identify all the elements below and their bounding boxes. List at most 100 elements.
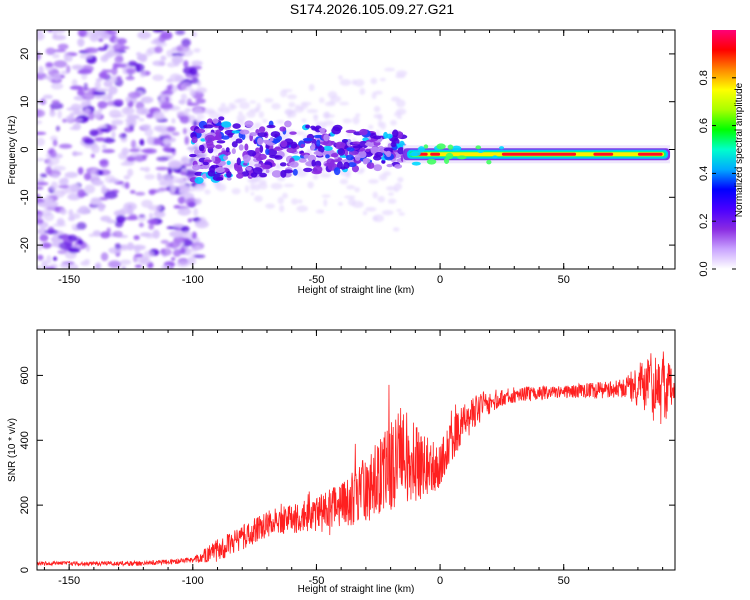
spectrogram-noise-blob	[181, 231, 193, 238]
snr-x-axis-title: Height of straight line (km)	[298, 584, 415, 595]
spectrogram-noise-blob	[107, 91, 113, 101]
spectrogram-scatter-blob	[205, 134, 216, 142]
spectrogram-noise-blob	[140, 96, 154, 104]
spectrogram-halo-blob	[258, 179, 267, 186]
spectrogram-scatter-blob	[201, 164, 210, 170]
spectrogram-noise-blob	[179, 115, 190, 124]
spectrogram-noise-blob	[90, 153, 95, 158]
carrier-bump	[426, 158, 437, 165]
spectrogram-noise-blob	[41, 260, 48, 269]
spectrogram-noise-blob	[126, 114, 140, 120]
spectrogram-halo-blob	[236, 98, 247, 102]
spectrogram-halo-blob	[390, 119, 397, 126]
spectrogram-halo-blob	[330, 95, 342, 103]
spectrogram-noise-blob	[155, 166, 169, 171]
spectrogram-halo-blob	[204, 189, 211, 195]
spectrogram-noise-blob	[37, 119, 43, 125]
spectrogram-halo-blob	[315, 209, 325, 214]
snr-y-tick-label: 400	[19, 431, 31, 449]
spectrogram-noise-blob	[37, 51, 41, 61]
spectrogram-noise-blob	[52, 139, 58, 147]
spectrogram-scatter-blob	[265, 169, 270, 173]
spectrogram-scatter-blob	[305, 124, 311, 129]
spectrogram-scatter-blob	[289, 161, 299, 168]
spectrogram-noise-blob	[195, 87, 208, 94]
spectrogram-noise-blob	[99, 32, 112, 40]
spectrogram-scatter-blob	[194, 176, 204, 184]
spectrogram-scatter-blob	[259, 172, 268, 178]
spectrogram-noise-blob	[172, 223, 184, 228]
spectrogram-scatter-blob	[226, 160, 231, 166]
spectrogram-noise-blob	[61, 233, 69, 242]
spectrogram-noise-blob	[191, 60, 203, 66]
spectrogram-noise-blob	[37, 186, 44, 190]
spectrogram-noise-blob	[76, 222, 87, 230]
snr-y-axis-title: SNR (10 * v/v)	[7, 418, 18, 482]
spectrogram-scatter-blob	[279, 162, 287, 167]
snr-x-tick-label: -150	[58, 575, 80, 587]
spectrogram-noise-blob	[107, 260, 122, 269]
spectrogram-noise-blob	[37, 202, 50, 208]
colorbar-title: Normalized spectral amplitude	[734, 82, 745, 217]
spectrogram-halo-blob	[254, 122, 262, 129]
spectrogram-halo-blob	[231, 187, 241, 195]
spectrogram-scatter-blob	[373, 164, 383, 172]
spectrogram-noise-blob	[37, 137, 46, 147]
colorbar-ticks: 0.0 0.2 0.4 0.6 0.8	[698, 70, 736, 277]
spectrogram-halo-blob	[380, 121, 387, 130]
spectrogram-scatter-blob	[336, 161, 344, 170]
spectrogram-halo-blob	[396, 99, 406, 108]
spectrogram-scatter-blob	[289, 131, 297, 135]
carrier-bump	[443, 157, 450, 165]
spectrogram-scatter-blob	[374, 151, 384, 157]
spectrogram-noise-blob	[98, 71, 107, 79]
spectrogram-halo-blob	[206, 110, 216, 114]
spectrogram-noise-blob	[166, 84, 172, 91]
snr-y-tick-label: 0	[19, 567, 31, 573]
spectrogram-noise-blob	[137, 31, 152, 40]
spectrogram-noise-blob	[100, 252, 109, 262]
spectrogram-noise-blob	[184, 135, 190, 145]
spectrogram-noise-blob	[71, 213, 81, 219]
spectrogram-noise-blob	[143, 250, 155, 258]
spectrogram-scatter-blob	[258, 153, 267, 160]
spectrogram-noise-blob	[72, 151, 83, 156]
spectrogram-scatter-blob	[232, 123, 241, 129]
spectrogram-noise-blob	[45, 166, 52, 175]
spectrogram-noise-blob	[119, 244, 130, 251]
spectrogram-noise-blob	[177, 196, 186, 205]
spectrogram-noise-blob	[58, 241, 73, 250]
spectrogram-noise-blob	[37, 109, 45, 118]
spectrogram-halo-blob	[339, 101, 350, 106]
spectrogram-noise-blob	[71, 64, 84, 70]
snr-x-tick-label: -50	[308, 575, 324, 587]
spectrogram-noise-blob	[124, 181, 130, 190]
spectrogram-halo-blob	[338, 75, 343, 80]
spectrogram-scatter-blob	[236, 166, 243, 175]
spectrogram-noise-blob	[92, 90, 106, 96]
spectrogram-noise-blob	[77, 38, 85, 47]
spectrogram-scatter-blob	[300, 143, 305, 148]
carrier-bump	[411, 161, 421, 166]
spectrogram-noise-blob	[37, 131, 47, 136]
spectrogram-noise-blob	[136, 55, 147, 61]
spectrogram-noise-blob	[121, 132, 127, 137]
spectrogram-noise-blob	[61, 188, 68, 195]
spectrogram-scatter-blob	[238, 144, 244, 151]
spectrogram-noise-blob	[77, 30, 88, 38]
spectrogram-noise-blob	[133, 155, 147, 162]
spectrogram-scatter-blob	[202, 161, 209, 166]
spectrogram-scatter-blob	[262, 139, 270, 143]
spectrogram-noise-blob	[46, 156, 60, 166]
spectrogram-noise-blob	[115, 64, 127, 68]
spectrogram-halo-blob	[197, 113, 205, 120]
spectrogram-noise-blob	[108, 30, 118, 36]
spectrogram-scatter-blob	[266, 142, 275, 146]
spectrogram-scatter-blob	[326, 158, 335, 166]
spectrogram-noise-blob	[182, 127, 188, 135]
spectrogram-noise-blob	[101, 143, 107, 151]
spectrogram-scatter-blobs	[189, 116, 408, 184]
spectrogram-noise-blob	[46, 254, 52, 264]
spectrogram-noise-blob	[117, 38, 127, 45]
